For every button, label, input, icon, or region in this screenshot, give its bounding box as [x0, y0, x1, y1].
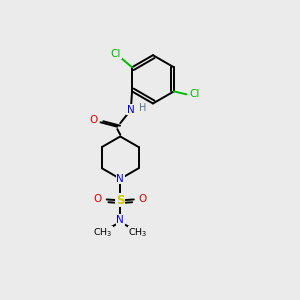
Text: O: O — [90, 115, 98, 125]
Text: N: N — [127, 105, 134, 115]
Text: O: O — [94, 194, 102, 205]
Text: CH$_3$: CH$_3$ — [128, 226, 148, 239]
Text: O: O — [139, 194, 147, 205]
Text: N: N — [116, 215, 124, 225]
Text: S: S — [116, 194, 124, 207]
Text: Cl: Cl — [111, 49, 121, 59]
Text: H: H — [139, 103, 147, 112]
Text: Cl: Cl — [189, 89, 200, 99]
Text: N: N — [116, 174, 124, 184]
Text: CH$_3$: CH$_3$ — [93, 226, 112, 239]
